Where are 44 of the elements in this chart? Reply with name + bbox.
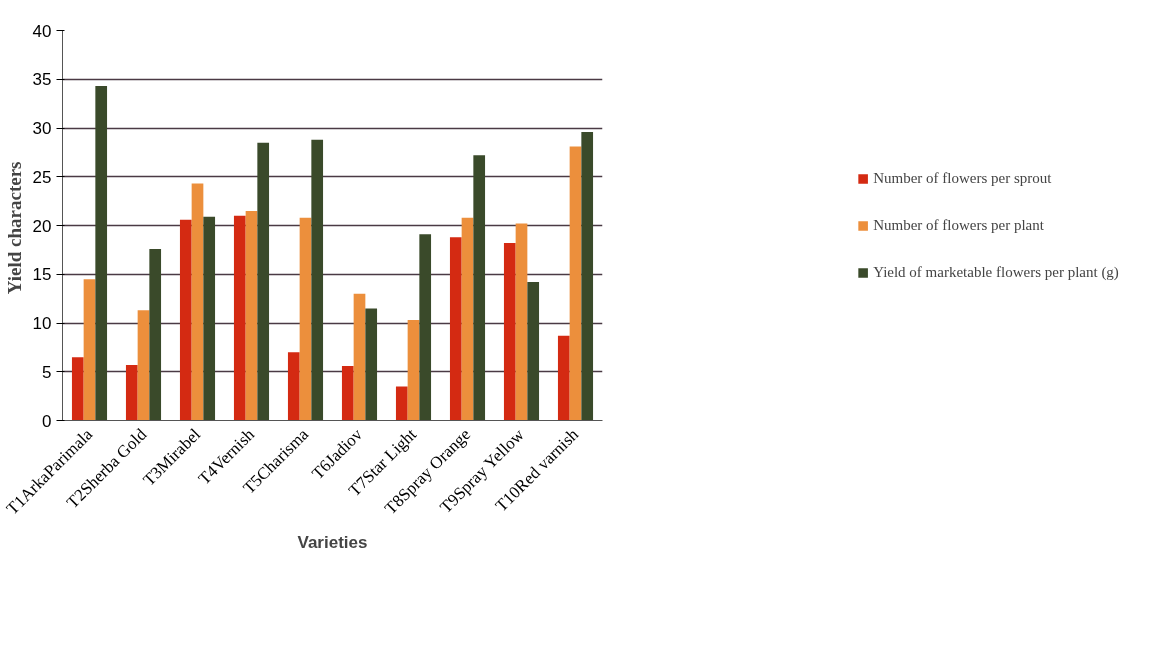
bar (473, 155, 486, 421)
bar (449, 237, 462, 421)
y-tick-label: 15 (32, 265, 52, 285)
bar (311, 139, 324, 421)
y-tick-label: 40 (32, 21, 52, 41)
bar (149, 248, 162, 421)
x-axis-title: Varieties (297, 533, 368, 553)
bar (233, 215, 246, 421)
bar (527, 282, 540, 421)
bar (419, 234, 432, 421)
bar (299, 217, 312, 421)
bar (515, 223, 528, 421)
bar (203, 216, 216, 421)
bar (461, 217, 474, 421)
y-tick-label: 0 (42, 411, 52, 431)
y-tick-label: 10 (32, 314, 52, 333)
bar (395, 386, 408, 421)
bar (503, 243, 516, 421)
y-tick-label: 5 (42, 362, 52, 382)
legend-label: Number of flowers per sprout (873, 169, 1052, 187)
bar (365, 308, 378, 421)
bar (71, 357, 84, 421)
bar (557, 335, 570, 421)
bar (137, 310, 150, 421)
bar (257, 142, 270, 421)
y-axis-title: Yield characters (3, 161, 25, 295)
bar (83, 279, 96, 421)
y-tick-label: 20 (32, 216, 52, 236)
bar (191, 183, 204, 421)
bar (341, 365, 354, 421)
y-tick-label: 25 (32, 167, 52, 187)
bar (353, 293, 366, 421)
legend-label: Yield of marketable flowers per plant (g) (873, 263, 1119, 281)
bar (407, 320, 420, 421)
bar (179, 219, 192, 421)
bar (95, 86, 108, 421)
bar (569, 146, 582, 421)
legend-label: Number of flowers per plant (873, 216, 1044, 234)
bar (581, 131, 594, 421)
y-tick-label: 35 (32, 70, 52, 90)
bar (287, 352, 300, 421)
y-tick-label: 30 (32, 119, 52, 138)
bar (125, 364, 138, 421)
bar (245, 210, 258, 421)
